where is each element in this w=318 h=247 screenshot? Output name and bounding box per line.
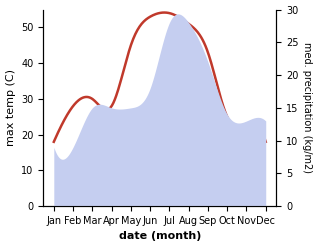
Y-axis label: med. precipitation (kg/m2): med. precipitation (kg/m2) xyxy=(302,42,313,173)
Y-axis label: max temp (C): max temp (C) xyxy=(5,69,16,146)
X-axis label: date (month): date (month) xyxy=(119,231,201,242)
